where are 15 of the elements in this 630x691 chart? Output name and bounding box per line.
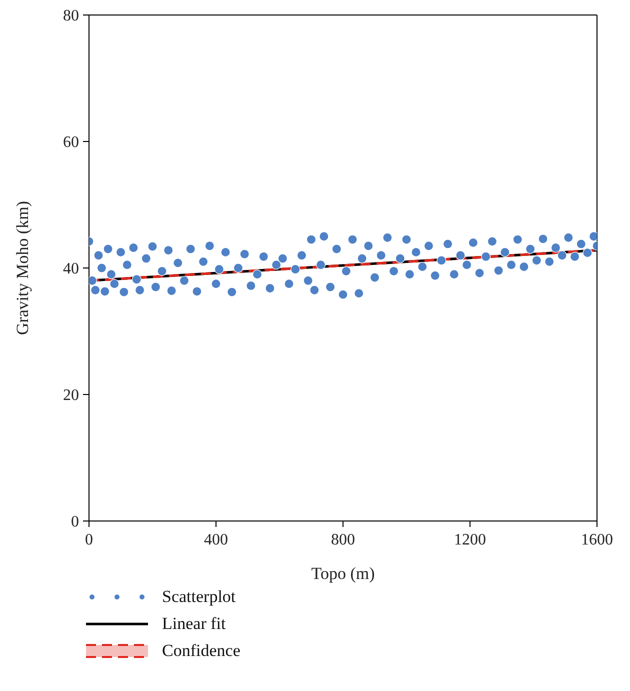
x-tick-label: 800 [331,531,355,548]
legend-label: Linear fit [162,614,226,634]
x-tick-label: 400 [204,531,228,548]
y-tick-label: 0 [71,514,79,531]
y-tick-label: 40 [63,260,79,278]
y-tick-label: 20 [63,387,79,404]
y-tick-label: 80 [63,8,79,25]
legend-label: Scatterplot [162,586,236,606]
x-tick-label: 0 [85,531,93,548]
x-axis-title: Topo (m) [311,564,375,583]
x-tick-label: 1200 [454,531,486,548]
x-tick-label: 1600 [581,531,613,548]
legend-label: Confidence [162,640,240,660]
y-axis-title: Gravity Moho (km) [13,200,32,336]
y-tick-label: 60 [63,134,79,152]
